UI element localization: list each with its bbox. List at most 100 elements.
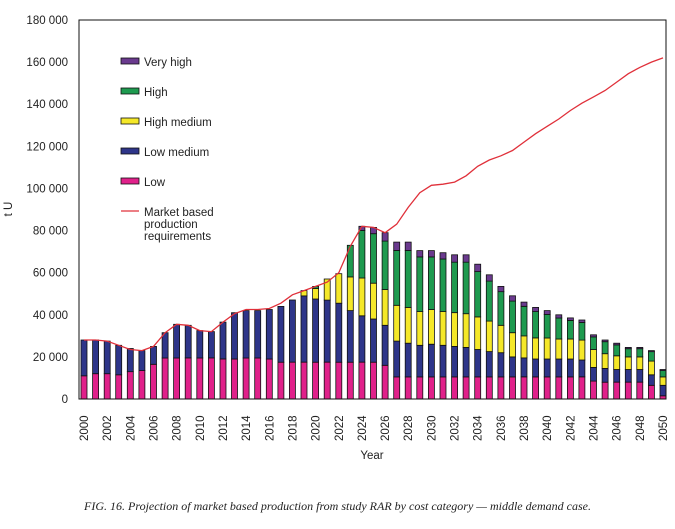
bar-low-medium-2006 [150, 345, 157, 365]
bar-low-2045 [601, 381, 609, 400]
bar-stack-2050 [659, 369, 667, 400]
bar-stack-2001 [92, 339, 99, 400]
y-tick-label: 180 000 [26, 15, 68, 27]
x-tick-label: 2008 [172, 415, 184, 441]
x-tick-label: 2048 [635, 415, 647, 441]
bar-stack-2014 [242, 310, 250, 400]
bar-stack-2020 [312, 285, 320, 400]
bar-very-high-2028 [404, 241, 412, 251]
y-axis: 0 20 000 40 000 60 000 80 000 100 000 120 000 1… [26, 15, 68, 406]
y-tick-label: 20 000 [33, 352, 68, 364]
bar-high-2050 [659, 370, 667, 378]
bar-stack-2026 [381, 232, 389, 400]
bar-very-high-2033 [462, 254, 470, 263]
bar-high-2031 [439, 258, 447, 312]
bar-low-medium-2048 [636, 369, 644, 383]
bar-low-2043 [578, 376, 586, 400]
bar-low-2025 [370, 361, 377, 400]
x-tick-label: 2044 [589, 415, 601, 441]
bar-high-2039 [532, 311, 539, 339]
bar-high-2049 [648, 351, 655, 362]
bar-stack-2045 [601, 339, 609, 400]
bar-stack-2039 [532, 306, 539, 400]
bar-high-medium-2023 [346, 276, 354, 311]
bar-low-medium-2043 [578, 359, 586, 378]
bar-high-medium-2032 [451, 312, 459, 347]
bar-low-medium-2004 [126, 348, 134, 373]
bar-high-medium-2041 [555, 338, 563, 360]
bar-high-medium-2038 [520, 335, 528, 359]
bar-stack-2009 [184, 324, 192, 400]
bar-stack-2004 [126, 348, 134, 400]
bar-low-2037 [509, 376, 516, 400]
bar-high-2036 [497, 291, 505, 326]
bar-stack-2040 [543, 310, 551, 400]
bar-low-2032 [451, 376, 459, 400]
bar-very-high-2044 [590, 334, 597, 338]
legend-item: High medium [120, 117, 212, 129]
bar-stack-2033 [462, 254, 470, 400]
bar-very-high-2041 [555, 314, 563, 319]
bar-low-2014 [242, 357, 250, 400]
bar-low-medium-2045 [601, 368, 609, 383]
bar-very-high-2040 [543, 310, 551, 315]
bar-very-high-2032 [451, 254, 459, 263]
bar-high-2024 [358, 230, 366, 279]
bar-low-2010 [196, 357, 204, 400]
bar-high-2048 [636, 348, 644, 358]
bar-low-medium-2040 [543, 358, 551, 378]
bar-low-medium-2022 [335, 302, 343, 363]
bar-low-2020 [312, 361, 320, 400]
bar-low-2006 [150, 363, 157, 400]
bar-very-high-2031 [439, 252, 447, 260]
bar-very-high-2045 [601, 339, 609, 343]
bar-low-2033 [462, 376, 470, 400]
bar-low-2018 [288, 361, 296, 400]
bar-low-2009 [184, 357, 192, 400]
legend-item: Low [120, 177, 166, 189]
bar-high-2042 [567, 320, 574, 340]
bar-low-2049 [648, 384, 655, 400]
x-tick-label: 2014 [241, 415, 253, 441]
bar-high-2026 [381, 240, 389, 290]
y-tick-label: 120 000 [26, 141, 68, 153]
legend-swatch [120, 177, 140, 185]
bar-high-medium-2025 [370, 282, 377, 320]
bar-low-medium-2050 [659, 384, 667, 397]
bar-low-2040 [543, 376, 551, 400]
bar-high-2032 [451, 261, 459, 314]
bar-stack-2044 [590, 334, 597, 400]
bar-stack-2024 [358, 225, 366, 400]
bar-low-medium-2041 [555, 358, 563, 378]
bar-high-medium-2029 [416, 311, 424, 346]
bar-low-2007 [161, 357, 169, 400]
bar-high-2038 [520, 305, 528, 337]
bar-low-medium-2010 [196, 330, 204, 359]
legend: Very high High High medium Low medium Low Mar… [120, 57, 214, 243]
bar-high-2029 [416, 256, 424, 312]
bar-low-medium-2009 [184, 324, 192, 359]
bar-high-medium-2030 [427, 309, 435, 345]
bar-very-high-2047 [624, 346, 632, 350]
bar-low-2048 [636, 381, 644, 400]
bar-stack-2023 [346, 244, 354, 400]
x-tick-label: 2010 [195, 415, 207, 441]
bar-low-2011 [207, 357, 215, 400]
bar-stack-2002 [103, 340, 111, 400]
bar-low-2000 [80, 375, 88, 400]
legend-label: Very high [144, 57, 192, 69]
x-axis-label: Year [360, 450, 383, 462]
bar-high-medium-2031 [439, 311, 447, 346]
bar-high-2033 [462, 261, 470, 315]
bar-high-2034 [474, 271, 482, 318]
y-tick-label: 100 000 [26, 183, 68, 195]
bar-low-medium-2034 [474, 349, 482, 378]
legend-item: Very high [120, 57, 192, 69]
bar-high-2045 [601, 341, 609, 355]
bar-very-high-2035 [485, 274, 493, 282]
bar-stack-2038 [520, 301, 528, 400]
bar-high-medium-2043 [578, 339, 586, 361]
y-tick-label: 160 000 [26, 57, 68, 69]
legend-swatch [120, 117, 140, 125]
x-tick-label: 2038 [519, 415, 531, 441]
